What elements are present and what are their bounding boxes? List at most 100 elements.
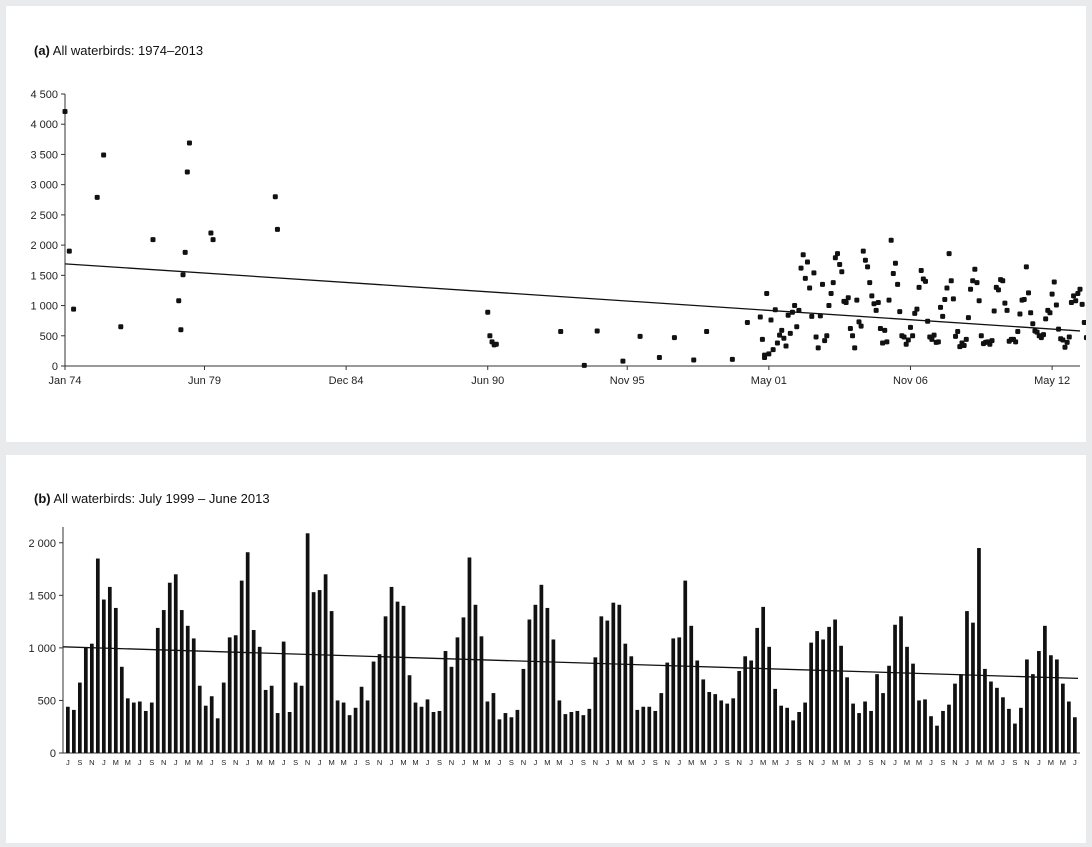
panel-a: (a) All waterbirds: 1974–2013 0 500 1 000 1… xyxy=(6,6,1086,442)
data-point xyxy=(766,351,772,357)
bar xyxy=(905,646,909,753)
bar xyxy=(353,707,358,753)
bar xyxy=(521,668,526,753)
data-point xyxy=(912,310,918,316)
data-point xyxy=(1062,344,1068,350)
bar xyxy=(365,700,370,753)
x-tick-label: M xyxy=(412,758,418,767)
bar xyxy=(66,706,70,753)
data-point xyxy=(903,341,909,347)
x-tick-label: J xyxy=(426,758,430,767)
data-point xyxy=(656,355,662,361)
y-tick-label: 500 xyxy=(38,695,56,707)
data-point xyxy=(1030,321,1036,327)
bar xyxy=(149,702,154,753)
bar xyxy=(623,643,628,753)
bar xyxy=(425,699,430,753)
bar xyxy=(647,706,652,753)
x-tick-label: S xyxy=(725,758,730,767)
bar xyxy=(935,725,939,753)
bar xyxy=(695,660,700,753)
data-point xyxy=(794,324,800,330)
data-point xyxy=(811,270,817,276)
bar xyxy=(467,557,472,753)
x-tick-label: J xyxy=(138,758,142,767)
bar xyxy=(251,630,256,753)
y-tick-label: 2 000 xyxy=(30,240,58,252)
bar xyxy=(1055,659,1059,753)
data-point xyxy=(774,340,780,346)
data-point xyxy=(744,319,750,325)
bar xyxy=(635,709,640,753)
bar xyxy=(887,665,891,753)
data-point xyxy=(762,352,768,358)
bar xyxy=(563,714,568,753)
data-point xyxy=(180,272,186,278)
bar xyxy=(773,688,778,753)
x-tick-label: J xyxy=(318,758,322,767)
bar xyxy=(707,692,712,753)
x-tick-label: N xyxy=(449,758,454,767)
bar xyxy=(785,707,790,753)
data-point xyxy=(1060,337,1066,343)
data-point xyxy=(764,290,770,296)
x-tick-label: M xyxy=(400,758,406,767)
bar xyxy=(641,706,646,753)
bar xyxy=(833,619,837,753)
bar xyxy=(1043,625,1047,753)
x-tick-label: N xyxy=(880,758,885,767)
bar xyxy=(269,685,274,753)
data-point xyxy=(865,264,871,270)
bar xyxy=(1067,701,1071,753)
x-tick-label: J xyxy=(929,758,933,767)
bar xyxy=(923,699,927,753)
data-point xyxy=(847,326,853,332)
data-point xyxy=(944,285,950,291)
x-tick-label: N xyxy=(593,758,598,767)
x-tick-label: S xyxy=(77,758,82,767)
bar xyxy=(713,694,718,753)
x-tick-label: M xyxy=(1060,758,1066,767)
x-tick-label: Dec 84 xyxy=(329,375,364,387)
data-point xyxy=(837,261,843,267)
data-point xyxy=(832,255,838,261)
bar xyxy=(377,654,382,753)
bar xyxy=(737,671,742,753)
y-tick-label: 1 000 xyxy=(28,643,56,655)
bar xyxy=(839,645,843,753)
data-point xyxy=(901,334,907,340)
bar xyxy=(953,683,957,753)
data-point xyxy=(777,332,783,338)
bar xyxy=(359,686,364,753)
data-point xyxy=(802,275,808,281)
data-point xyxy=(974,280,980,286)
data-point xyxy=(963,336,969,342)
bar xyxy=(71,709,76,753)
bar xyxy=(293,682,298,753)
x-tick-label: M xyxy=(688,758,694,767)
bar xyxy=(371,661,376,753)
x-tick-label: S xyxy=(509,758,514,767)
bar xyxy=(263,689,268,753)
data-point xyxy=(931,332,937,338)
x-tick-label: N xyxy=(952,758,957,767)
x-tick-label: J xyxy=(66,758,70,767)
data-point xyxy=(729,356,735,362)
bar xyxy=(401,605,406,753)
bar xyxy=(1049,655,1053,753)
x-tick-label: J xyxy=(857,758,861,767)
x-tick-label: M xyxy=(988,758,994,767)
x-tick-label: M xyxy=(832,758,838,767)
data-point xyxy=(1053,302,1059,308)
data-point xyxy=(757,314,763,320)
data-point xyxy=(272,194,278,200)
x-tick-label: J xyxy=(462,758,466,767)
bar xyxy=(917,700,921,753)
bar xyxy=(593,657,598,753)
data-point xyxy=(1021,297,1027,303)
x-tick-label: M xyxy=(904,758,910,767)
data-point xyxy=(1064,339,1070,345)
bar xyxy=(155,627,160,753)
x-tick-label: J xyxy=(1037,758,1041,767)
y-tick-label: 2 500 xyxy=(30,210,58,222)
